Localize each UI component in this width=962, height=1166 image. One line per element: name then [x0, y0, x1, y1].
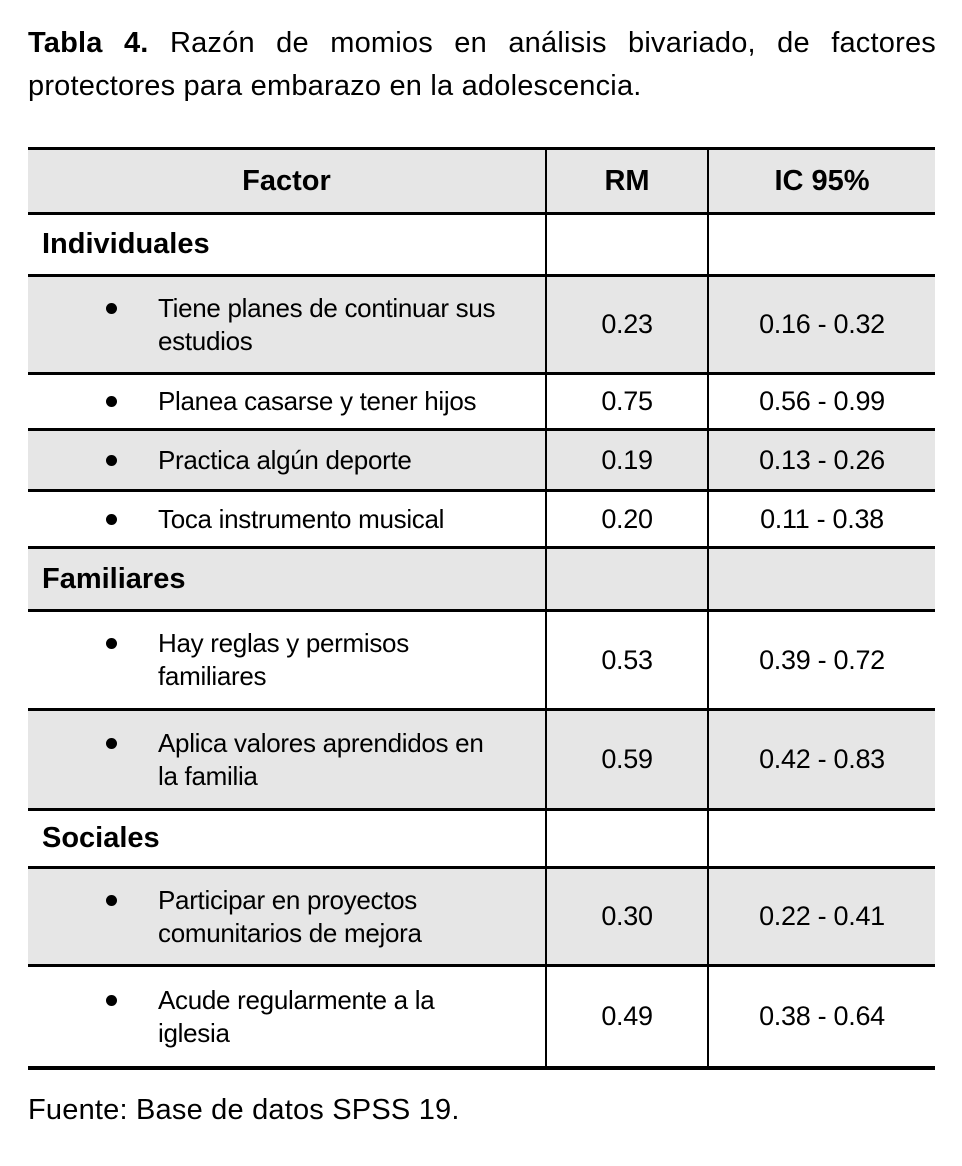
ic-value: 0.42 - 0.83	[707, 711, 935, 808]
factor-cell: Participar en proyectos comunitarios de …	[28, 869, 545, 964]
ic-cell	[707, 215, 935, 274]
rm-value: 0.19	[545, 431, 707, 489]
factor-cell: Planea casarse y tener hijos	[28, 375, 545, 428]
category-label: Familiares	[42, 562, 186, 595]
table-caption-text: Razón de momios en análisis bivariado, d…	[28, 27, 936, 102]
factor-row: Toca instrumento musical 0.20 0.11 - 0.3…	[28, 492, 935, 549]
col-header-factor: Factor	[242, 164, 331, 197]
ic-value: 0.38 - 0.64	[707, 967, 935, 1066]
factor-row: Planea casarse y tener hijos 0.75 0.56 -…	[28, 375, 935, 431]
ic-value: 0.13 - 0.26	[707, 431, 935, 489]
factor-cell: Tiene planes de continuar sus estudios	[28, 277, 545, 372]
factor-cell: Practica algún deporte	[28, 431, 545, 489]
table-caption: Tabla 4. Razón de momios en análisis biv…	[28, 22, 936, 108]
factor-label: Participar en proyectos	[158, 884, 418, 915]
factor-label: familiares	[158, 661, 267, 691]
factor-row: Practica algún deporte 0.19 0.13 - 0.26	[28, 431, 935, 492]
factor-row: Hay reglas y permisos familiares 0.53 0.…	[28, 612, 935, 711]
bullet-icon	[106, 454, 117, 466]
bullet-icon	[106, 396, 117, 407]
rm-value: 0.49	[545, 967, 707, 1066]
rm-value: 0.20	[545, 492, 707, 546]
factor-label: estudios	[158, 325, 253, 356]
category-row-individuales: Individuales	[28, 215, 935, 277]
ic-value: 0.39 - 0.72	[707, 612, 935, 708]
ic-value: 0.22 - 0.41	[707, 869, 935, 964]
factor-row: Tiene planes de continuar sus estudios 0…	[28, 277, 935, 375]
rm-cell	[545, 549, 707, 609]
bullet-icon	[106, 638, 117, 649]
factor-label: Toca instrumento musical	[158, 503, 445, 534]
factor-label: Planea casarse y tener hijos	[158, 386, 477, 416]
factor-label: Aplica valores aprendidos en	[158, 727, 484, 758]
rm-value: 0.23	[545, 277, 707, 372]
col-header-rm: RM	[545, 150, 707, 212]
factor-label: la familia	[158, 760, 258, 791]
factor-label: Practica algún deporte	[158, 444, 412, 475]
factor-cell: Acude regularmente a la iglesia	[28, 967, 545, 1066]
rm-cell	[545, 215, 707, 274]
ic-value: 0.11 - 0.38	[707, 492, 935, 546]
factor-cell: Aplica valores aprendidos en la familia	[28, 711, 545, 808]
bullet-icon	[106, 894, 117, 906]
factor-row: Participar en proyectos comunitarios de …	[28, 869, 935, 967]
factor-label: Tiene planes de continuar sus	[158, 292, 496, 323]
factor-label: comunitarios de mejora	[158, 917, 422, 948]
ic-value: 0.56 - 0.99	[707, 375, 935, 428]
ic-cell	[707, 811, 935, 866]
col-header-ic95: IC 95%	[707, 150, 935, 212]
category-label: Individuales	[42, 228, 210, 260]
rm-value: 0.30	[545, 869, 707, 964]
source-note: Fuente: Base de datos SPSS 19.	[28, 1094, 460, 1126]
factors-table: Factor RM IC 95% Individuales Tiene plan…	[28, 147, 935, 1070]
bullet-icon	[106, 737, 117, 749]
factor-cell: Toca instrumento musical	[28, 492, 545, 546]
factor-row: Aplica valores aprendidos en la familia …	[28, 711, 935, 811]
bullet-icon	[106, 302, 117, 314]
category-label: Sociales	[42, 822, 160, 854]
ic-cell	[707, 549, 935, 609]
category-row-familiares: Familiares	[28, 549, 935, 612]
factor-label: iglesia	[158, 1017, 230, 1048]
bullet-icon	[106, 994, 117, 1006]
bullet-icon	[106, 513, 117, 525]
table-caption-label: Tabla 4.	[28, 27, 149, 59]
rm-value: 0.75	[545, 375, 707, 428]
factor-label: Acude regularmente a la	[158, 984, 435, 1015]
factor-row: Acude regularmente a la iglesia 0.49 0.3…	[28, 967, 935, 1066]
table-header-row: Factor RM IC 95%	[28, 150, 935, 215]
factor-cell: Hay reglas y permisos familiares	[28, 612, 545, 708]
category-row-sociales: Sociales	[28, 811, 935, 869]
rm-value: 0.59	[545, 711, 707, 808]
rm-cell	[545, 811, 707, 866]
ic-value: 0.16 - 0.32	[707, 277, 935, 372]
rm-value: 0.53	[545, 612, 707, 708]
factor-label: Hay reglas y permisos	[158, 628, 409, 658]
